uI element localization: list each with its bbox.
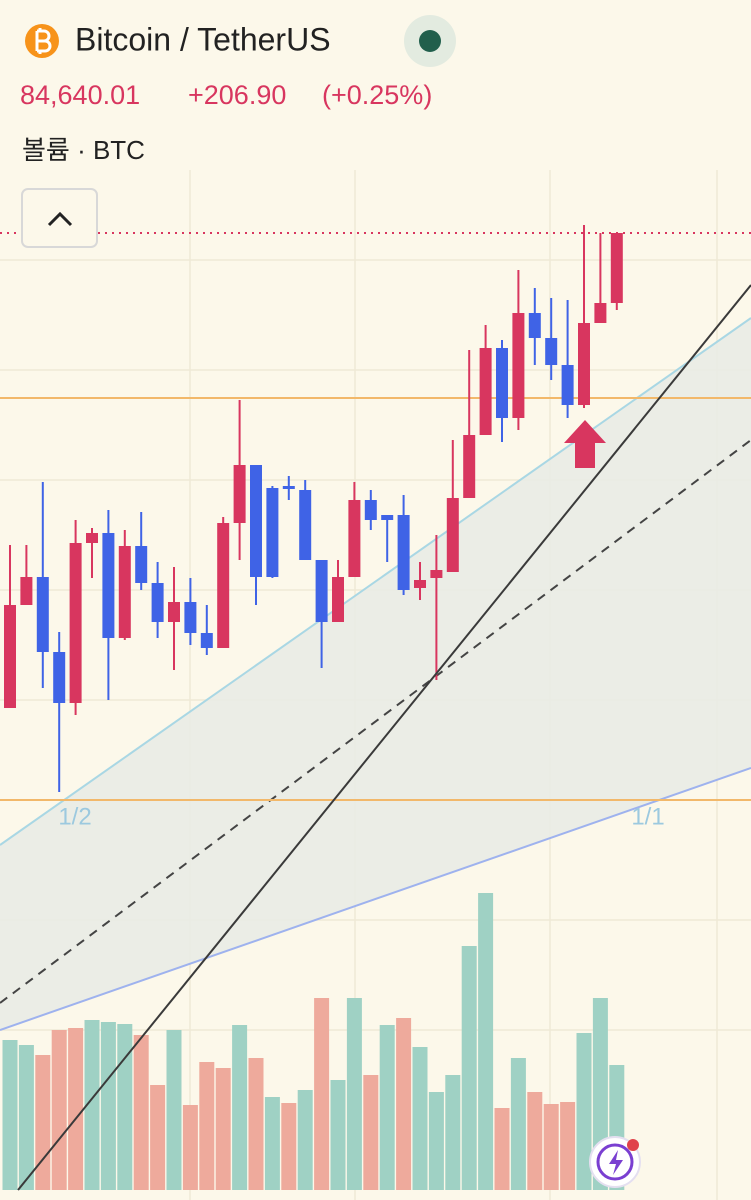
channel-mid	[0, 439, 751, 1004]
volume-bar	[2, 1040, 18, 1190]
price-change: +206.90	[188, 80, 286, 110]
volume-bar	[543, 1104, 559, 1190]
candle-body	[168, 602, 180, 622]
candle-body	[561, 365, 574, 405]
candle-body	[184, 602, 197, 633]
assistant-badge	[627, 1139, 639, 1151]
arrow-up	[564, 420, 606, 468]
candles	[4, 225, 623, 792]
assistant-bolt	[609, 1150, 623, 1175]
candle-body	[69, 543, 82, 703]
candle-body	[217, 523, 230, 648]
volume-bar	[428, 1092, 444, 1190]
volume-bar	[560, 1102, 576, 1190]
volume-bar	[412, 1047, 428, 1190]
candle-body	[233, 465, 246, 523]
candle-body	[578, 323, 590, 405]
volume-bar	[117, 1024, 133, 1190]
volume-bar	[232, 1025, 248, 1190]
candle-body	[151, 583, 164, 622]
candle-body	[594, 303, 607, 323]
candle-body	[348, 500, 361, 577]
volume-bar	[51, 1030, 67, 1190]
volume-bar	[379, 1025, 395, 1190]
candle-body	[414, 580, 426, 588]
volume-bar	[133, 1035, 149, 1190]
candle-body	[102, 533, 115, 638]
channel-upper	[0, 317, 751, 846]
volume-bar	[445, 1075, 461, 1190]
candle-body	[315, 560, 328, 622]
candle-body	[118, 546, 131, 638]
volume-bar	[166, 1030, 182, 1190]
candle-body	[496, 348, 508, 418]
volume-bar	[35, 1055, 51, 1190]
candle-body	[332, 577, 344, 622]
volume-bar	[68, 1028, 84, 1190]
volume-bar	[100, 1022, 116, 1190]
collapse-button[interactable]	[21, 188, 98, 248]
volume-bar	[297, 1090, 313, 1190]
time-label: 1/2	[58, 803, 91, 830]
time-label: 1/1	[631, 803, 664, 830]
candle-body	[397, 515, 410, 590]
volume-bar	[461, 946, 477, 1190]
btc-icon-glyph	[35, 28, 52, 54]
status-dot	[419, 30, 441, 52]
volume-bar	[281, 1103, 297, 1190]
candle-body	[135, 546, 148, 583]
candle-body	[512, 313, 525, 418]
volume-bar	[478, 893, 494, 1190]
volume-bar	[248, 1058, 264, 1190]
candle-body	[430, 570, 443, 578]
volume-bar	[18, 1045, 34, 1190]
candle-body	[250, 465, 262, 577]
channel-lower	[0, 767, 751, 1031]
collapse-icon	[47, 211, 73, 227]
candle-body	[20, 577, 33, 605]
volume-bar	[510, 1058, 526, 1190]
candle-body	[53, 652, 66, 703]
price-change-pct: (+0.25%)	[322, 80, 432, 110]
volume-bar	[84, 1020, 100, 1190]
volume-bar	[199, 1062, 215, 1190]
candle-body	[266, 488, 279, 577]
volume-bar	[363, 1075, 379, 1190]
volume-bar	[576, 1033, 592, 1190]
candle-body	[545, 338, 558, 365]
volume-bar	[314, 998, 330, 1190]
last-price: 84,640.01	[20, 80, 140, 110]
candle-body	[86, 533, 98, 543]
assistant-ring	[596, 1143, 634, 1181]
candle-body	[200, 633, 213, 648]
candle-body	[381, 515, 394, 520]
candle-body	[364, 500, 377, 520]
volume-label: 볼륨 · BTC	[22, 135, 145, 165]
volume-bars	[2, 893, 625, 1190]
volume-bar	[396, 1018, 412, 1190]
volume-bar	[346, 998, 362, 1190]
volume-bar	[494, 1108, 510, 1190]
candle-body	[36, 577, 49, 652]
candle-body	[610, 233, 623, 303]
volume-bar	[182, 1105, 198, 1190]
candle-body	[446, 498, 459, 572]
candle-body	[4, 605, 16, 708]
candle-body	[463, 435, 476, 498]
symbol-title: Bitcoin / TetherUS	[75, 21, 331, 57]
volume-bar	[527, 1092, 543, 1190]
volume-bar	[150, 1085, 166, 1190]
volume-bar	[330, 1080, 346, 1190]
candle-body	[528, 313, 541, 338]
trend-line	[17, 284, 751, 1191]
channel-fill	[0, 318, 751, 1030]
candle-body	[282, 486, 295, 489]
volume-bar	[215, 1068, 231, 1190]
candle-body	[299, 490, 312, 560]
volume-bar	[264, 1097, 280, 1190]
candle-body	[479, 348, 492, 435]
